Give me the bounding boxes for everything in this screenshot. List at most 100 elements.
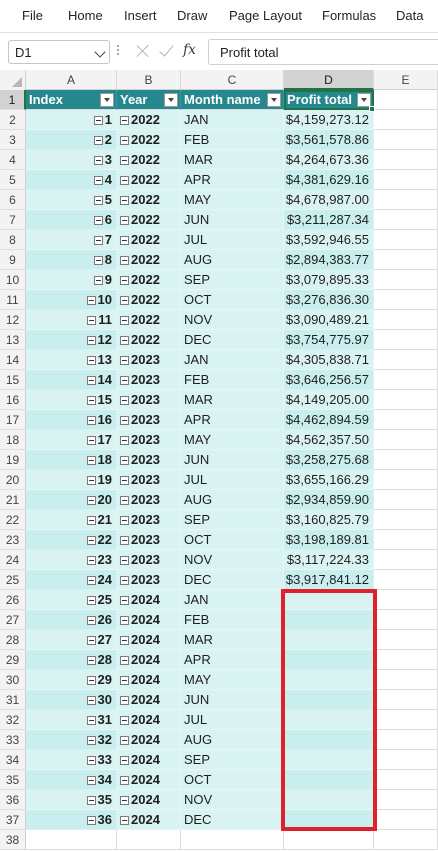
collapse-icon[interactable]	[93, 276, 103, 285]
collapse-icon[interactable]	[86, 636, 96, 645]
empty-cell[interactable]	[374, 590, 438, 610]
profit-total-cell[interactable]: $4,462,894.59	[284, 410, 374, 430]
year-cell[interactable]: 2023	[117, 570, 181, 590]
month-name-cell[interactable]: JUN	[181, 690, 284, 710]
collapse-icon[interactable]	[86, 756, 96, 765]
year-cell[interactable]: 2024	[117, 750, 181, 770]
profit-total-cell[interactable]: $3,211,287.34	[284, 210, 374, 230]
year-cell[interactable]: 2024	[117, 590, 181, 610]
collapse-icon[interactable]	[120, 716, 129, 725]
empty-cell[interactable]	[374, 290, 438, 310]
index-cell[interactable]: 15	[26, 390, 117, 410]
row-header[interactable]: 35	[0, 770, 26, 790]
month-name-cell[interactable]: APR	[181, 650, 284, 670]
collapse-icon[interactable]	[120, 776, 129, 785]
empty-cell[interactable]	[374, 530, 438, 550]
index-cell[interactable]: 4	[26, 170, 117, 190]
index-cell[interactable]: 35	[26, 790, 117, 810]
profit-total-cell[interactable]: $4,562,357.50	[284, 430, 374, 450]
collapse-icon[interactable]	[86, 576, 96, 585]
empty-cell[interactable]	[374, 330, 438, 350]
column-header-c[interactable]: C	[181, 70, 284, 90]
profit-total-cell[interactable]: $2,894,383.77	[284, 250, 374, 270]
collapse-icon[interactable]	[86, 416, 96, 425]
collapse-icon[interactable]	[120, 496, 129, 505]
menu-file[interactable]: File	[22, 8, 43, 23]
year-cell[interactable]: 2022	[117, 310, 181, 330]
collapse-icon[interactable]	[86, 776, 96, 785]
collapse-icon[interactable]	[86, 656, 96, 665]
month-name-cell[interactable]: AUG	[181, 730, 284, 750]
month-name-cell[interactable]: OCT	[181, 770, 284, 790]
profit-total-cell[interactable]	[284, 650, 374, 670]
enter-icon[interactable]	[158, 41, 176, 61]
collapse-icon[interactable]	[120, 456, 129, 465]
year-cell[interactable]: 2023	[117, 370, 181, 390]
year-cell[interactable]: 2024	[117, 790, 181, 810]
month-name-cell[interactable]: AUG	[181, 250, 284, 270]
month-name-cell[interactable]: DEC	[181, 570, 284, 590]
row-header[interactable]: 11	[0, 290, 26, 310]
month-name-cell[interactable]: APR	[181, 170, 284, 190]
index-cell[interactable]: 30	[26, 690, 117, 710]
index-cell[interactable]: 16	[26, 410, 117, 430]
year-cell[interactable]: 2022	[117, 330, 181, 350]
profit-total-cell[interactable]: $3,276,836.30	[284, 290, 374, 310]
year-cell[interactable]: 2022	[117, 150, 181, 170]
collapse-icon[interactable]	[86, 796, 96, 805]
year-cell[interactable]: 2023	[117, 490, 181, 510]
row-header[interactable]: 37	[0, 810, 26, 830]
column-header-a[interactable]: A	[26, 70, 117, 90]
filter-dropdown-icon[interactable]	[357, 93, 371, 107]
profit-total-cell[interactable]: $4,264,673.36	[284, 150, 374, 170]
row-header[interactable]: 20	[0, 470, 26, 490]
profit-total-cell[interactable]	[284, 610, 374, 630]
fill-handle[interactable]	[369, 106, 375, 112]
index-cell[interactable]: 32	[26, 730, 117, 750]
row-header[interactable]: 31	[0, 690, 26, 710]
row-header[interactable]: 14	[0, 350, 26, 370]
index-cell[interactable]: 22	[26, 530, 117, 550]
empty-cell[interactable]	[26, 830, 117, 850]
collapse-icon[interactable]	[120, 816, 129, 825]
collapse-icon[interactable]	[93, 136, 103, 145]
month-name-cell[interactable]: APR	[181, 410, 284, 430]
empty-cell[interactable]	[374, 150, 438, 170]
month-name-cell[interactable]: JAN	[181, 110, 284, 130]
month-name-cell[interactable]: NOV	[181, 790, 284, 810]
row-header[interactable]: 12	[0, 310, 26, 330]
empty-cell[interactable]	[374, 470, 438, 490]
collapse-icon[interactable]	[120, 396, 129, 405]
collapse-icon[interactable]	[93, 176, 103, 185]
index-cell[interactable]: 3	[26, 150, 117, 170]
profit-total-cell[interactable]: $4,305,838.71	[284, 350, 374, 370]
collapse-icon[interactable]	[86, 396, 96, 405]
row-header[interactable]: 1	[0, 90, 26, 110]
year-cell[interactable]: 2023	[117, 450, 181, 470]
profit-total-cell[interactable]: $2,934,859.90	[284, 490, 374, 510]
profit-total-cell[interactable]: $3,917,841.12	[284, 570, 374, 590]
collapse-icon[interactable]	[86, 596, 96, 605]
year-cell[interactable]: 2024	[117, 730, 181, 750]
empty-cell[interactable]	[374, 830, 438, 850]
collapse-icon[interactable]	[120, 636, 129, 645]
header-month-name[interactable]: Month name	[181, 90, 284, 110]
collapse-icon[interactable]	[93, 156, 103, 165]
collapse-icon[interactable]	[86, 436, 96, 445]
collapse-icon[interactable]	[120, 576, 129, 585]
year-cell[interactable]: 2024	[117, 710, 181, 730]
row-header[interactable]: 38	[0, 830, 26, 850]
collapse-icon[interactable]	[120, 696, 129, 705]
row-header[interactable]: 9	[0, 250, 26, 270]
profit-total-cell[interactable]	[284, 690, 374, 710]
collapse-icon[interactable]	[120, 116, 129, 125]
collapse-icon[interactable]	[86, 616, 96, 625]
empty-cell[interactable]	[374, 570, 438, 590]
year-cell[interactable]: 2023	[117, 390, 181, 410]
index-cell[interactable]: 17	[26, 430, 117, 450]
profit-total-cell[interactable]	[284, 710, 374, 730]
row-header[interactable]: 28	[0, 630, 26, 650]
month-name-cell[interactable]: JUL	[181, 230, 284, 250]
month-name-cell[interactable]: JUL	[181, 470, 284, 490]
menu-draw[interactable]: Draw	[177, 8, 208, 23]
